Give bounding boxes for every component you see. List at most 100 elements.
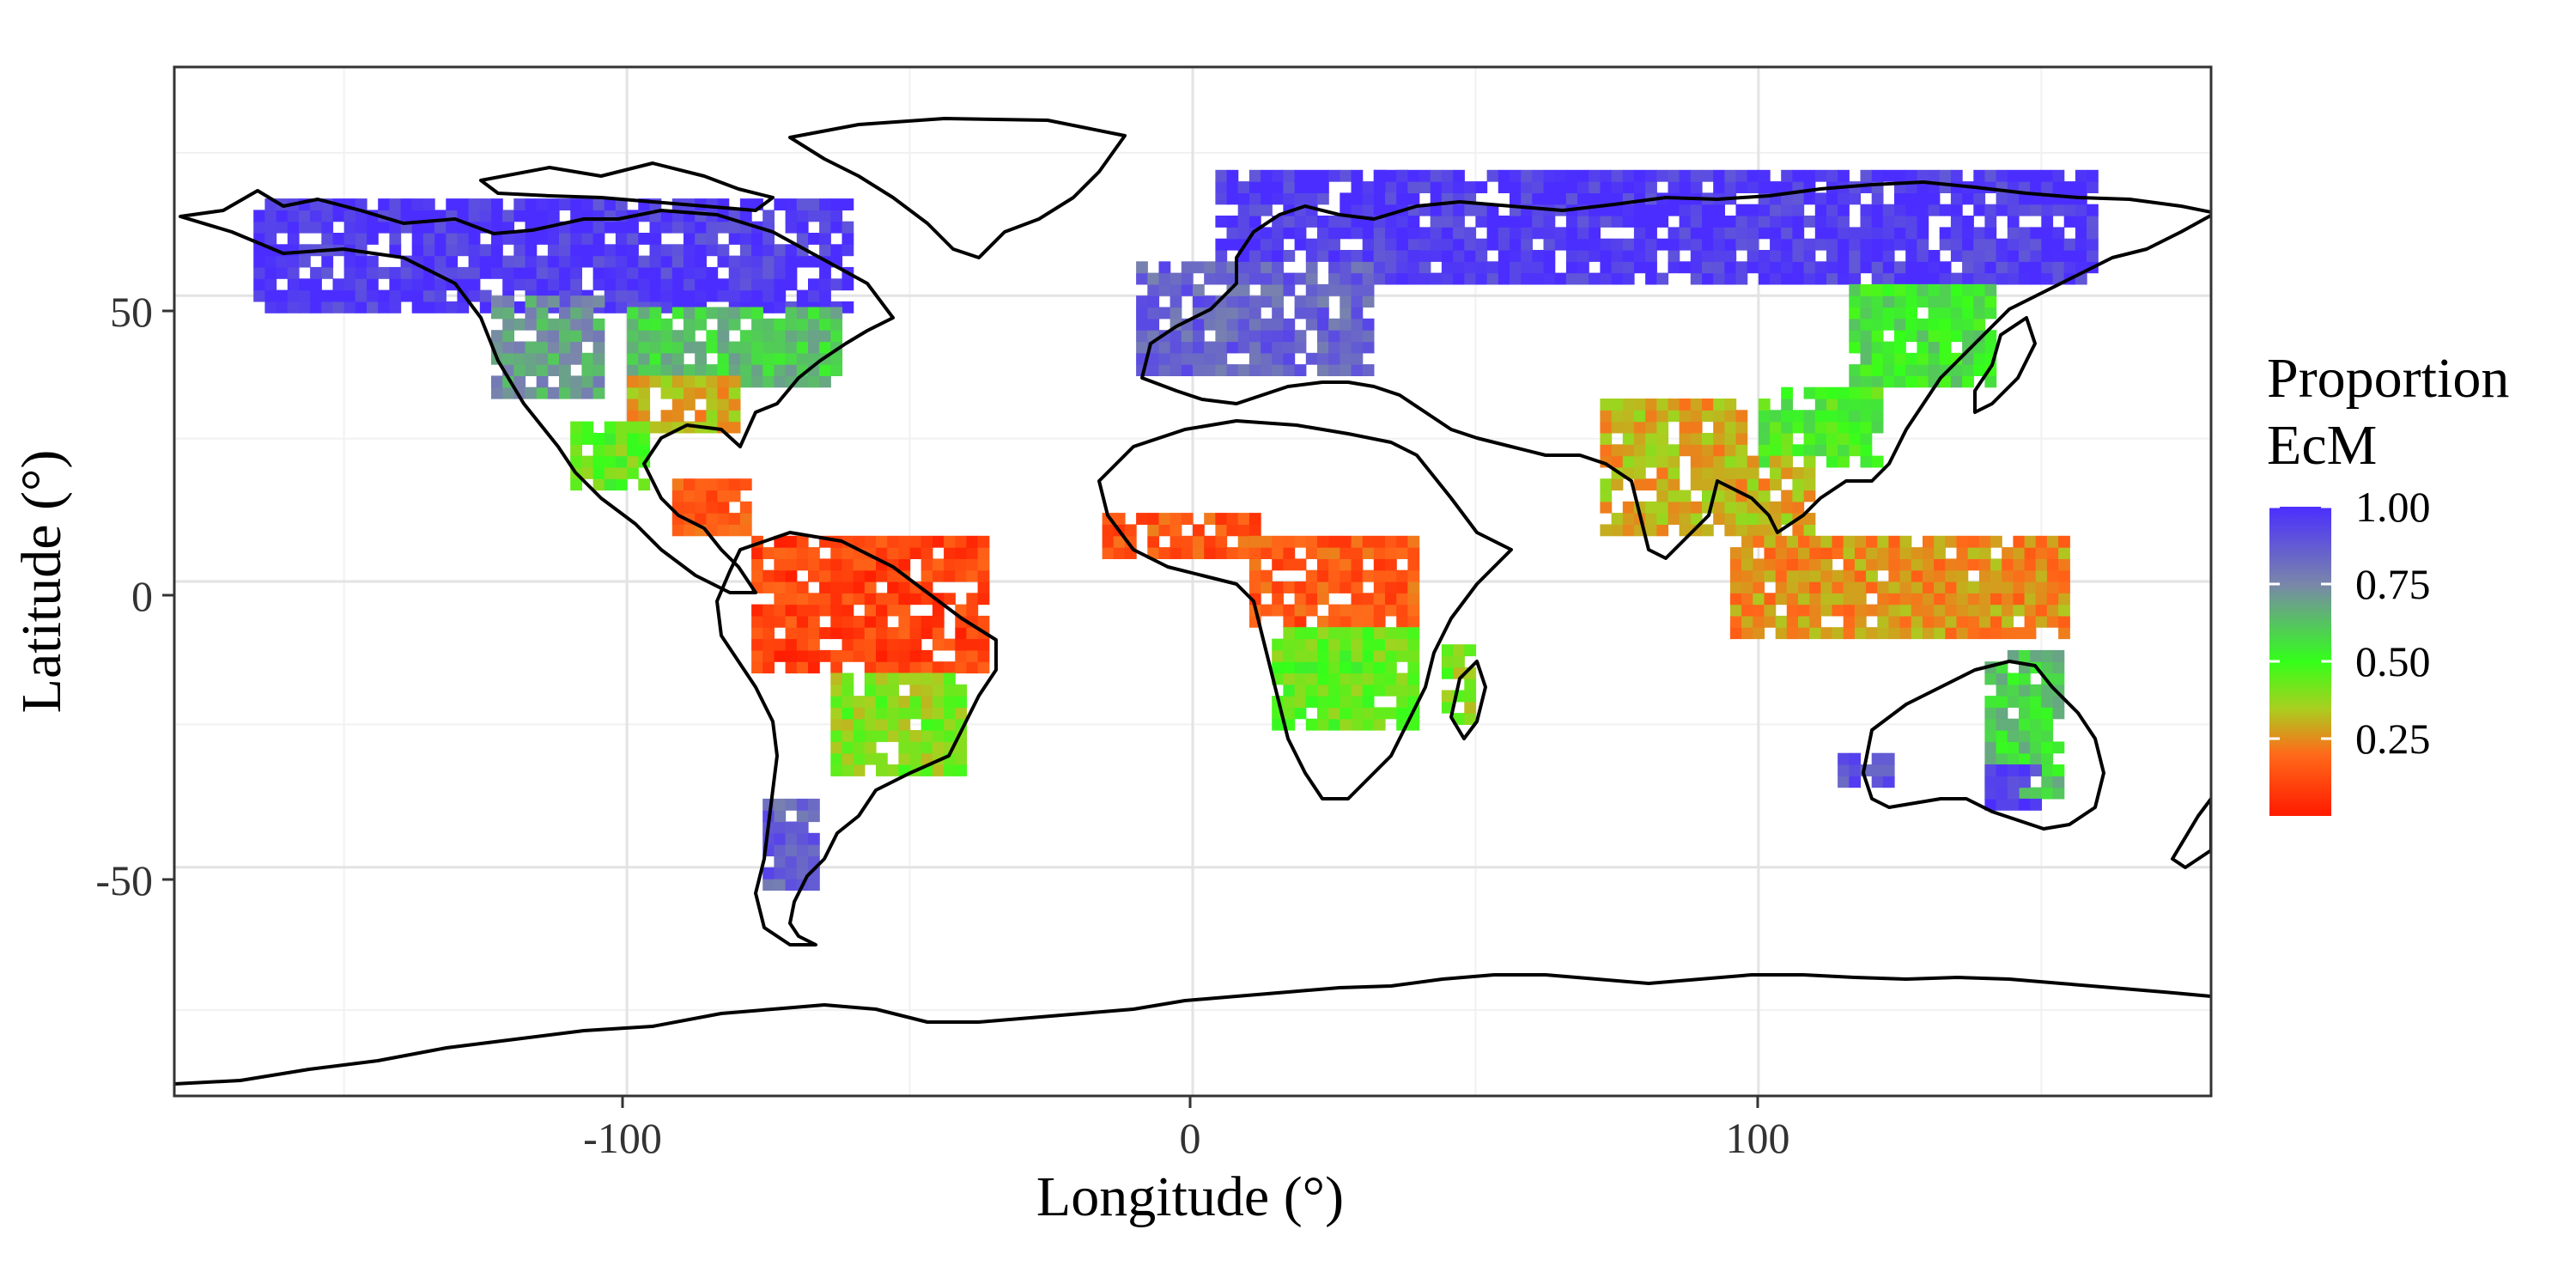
raster-cell [491, 330, 503, 343]
raster-cell [1396, 547, 1408, 559]
raster-cell [1340, 169, 1352, 182]
raster-cell [1849, 364, 1862, 376]
raster-cell [1362, 341, 1375, 354]
raster-cell [751, 255, 763, 268]
raster-cell [1136, 341, 1148, 354]
raster-cell [1792, 421, 1805, 434]
raster-cell [977, 638, 990, 651]
raster-cell [1849, 295, 1862, 308]
raster-cell [1351, 604, 1364, 617]
raster-cell [785, 832, 798, 845]
raster-cell [1158, 524, 1171, 537]
raster-cell [2013, 558, 2026, 571]
raster-cell [1724, 169, 1737, 182]
raster-cell [1758, 444, 1771, 457]
raster-cell [615, 466, 628, 479]
raster-cell [1814, 444, 1827, 457]
raster-cell [1305, 307, 1318, 320]
raster-cell [2041, 661, 2054, 674]
raster-cell [909, 627, 922, 640]
raster-cell [570, 318, 582, 331]
raster-cell [1996, 696, 2008, 708]
raster-cell [1532, 192, 1545, 205]
raster-cell [1633, 478, 1646, 491]
raster-cell [1600, 490, 1613, 502]
raster-cell [1622, 513, 1635, 525]
raster-cell [1622, 204, 1635, 216]
raster-cell [683, 244, 696, 257]
raster-cell [389, 301, 402, 313]
raster-cell [1764, 547, 1777, 559]
raster-cell [276, 255, 289, 268]
raster-cell [1600, 433, 1613, 445]
raster-cell [1690, 181, 1703, 193]
raster-cell [1362, 535, 1375, 548]
raster-cell [671, 330, 684, 343]
raster-cell [762, 233, 775, 245]
raster-cell [1679, 227, 1692, 240]
raster-cell [1294, 638, 1307, 651]
raster-cell [1464, 250, 1477, 262]
raster-cell [808, 318, 820, 331]
raster-cell [955, 764, 968, 776]
raster-cell [1283, 615, 1296, 628]
raster-cell [2019, 238, 2031, 251]
raster-cell [1792, 261, 1805, 274]
raster-cell [1962, 261, 1974, 274]
raster-cell [1645, 433, 1657, 445]
raster-cell [1656, 169, 1669, 182]
raster-cell [1713, 261, 1725, 274]
raster-cell [1905, 216, 1917, 228]
raster-cell [2041, 227, 2054, 240]
raster-cell [1758, 455, 1771, 468]
raster-cell [932, 638, 945, 651]
raster-cell [547, 266, 560, 279]
raster-cell [1894, 261, 1906, 274]
raster-cell [683, 330, 696, 343]
raster-cell [1990, 615, 2002, 628]
raster-cell [502, 295, 514, 308]
raster-cell [1249, 352, 1261, 365]
raster-cell [2046, 593, 2059, 606]
raster-cell [1781, 192, 1793, 205]
raster-cell [2019, 752, 2031, 765]
raster-cell [1272, 364, 1284, 376]
raster-cell [559, 266, 571, 279]
raster-cell [1996, 272, 2008, 285]
raster-cell [1729, 569, 1742, 582]
raster-cell [1928, 283, 1941, 296]
raster-cell [1775, 535, 1788, 548]
raster-cell [762, 867, 775, 879]
raster-cell [343, 266, 356, 279]
raster-cell [1899, 569, 1912, 582]
raster-cell [841, 696, 854, 708]
raster-cell [1786, 593, 1799, 606]
raster-cell [1170, 524, 1182, 537]
raster-cell [2041, 707, 2054, 720]
raster-cell [717, 289, 730, 302]
raster-cell [1990, 604, 2002, 617]
raster-cell [841, 198, 854, 210]
raster-cell [2019, 673, 2031, 685]
raster-cell [1781, 410, 1793, 423]
raster-cell [1407, 718, 1420, 731]
raster-cell [570, 433, 582, 445]
raster-cell [808, 569, 820, 582]
raster-cell [1600, 261, 1613, 274]
raster-cell [1181, 535, 1194, 548]
raster-cell [570, 244, 582, 257]
raster-cell [1735, 261, 1748, 274]
raster-cell [1871, 375, 1884, 388]
raster-cell [355, 198, 368, 210]
raster-cell [683, 364, 696, 376]
raster-cell [1798, 604, 1810, 617]
raster-cell [808, 832, 820, 845]
raster-cell [830, 696, 843, 708]
raster-cell [1984, 307, 1997, 320]
raster-cell [796, 593, 809, 606]
raster-cell [751, 604, 763, 617]
raster-cell [343, 233, 356, 245]
raster-cell [1713, 272, 1725, 285]
raster-cell [1396, 169, 1408, 182]
raster-cell [2052, 261, 2065, 274]
